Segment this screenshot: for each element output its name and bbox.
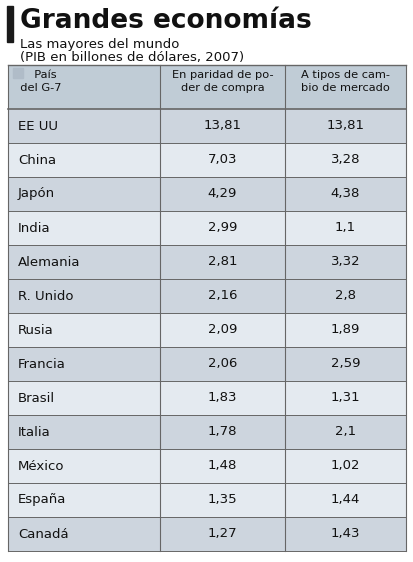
Bar xyxy=(8,65,405,109)
Text: 3,28: 3,28 xyxy=(330,153,359,166)
Text: 4,29: 4,29 xyxy=(207,188,237,201)
Text: 4,38: 4,38 xyxy=(330,188,359,201)
Text: 13,81: 13,81 xyxy=(203,120,241,133)
Text: 1,27: 1,27 xyxy=(207,528,237,541)
Text: 1,89: 1,89 xyxy=(330,324,359,337)
Text: 2,81: 2,81 xyxy=(207,256,237,269)
Bar xyxy=(8,381,405,415)
Text: 1,78: 1,78 xyxy=(207,425,237,438)
Bar xyxy=(13,68,23,78)
Text: Alemania: Alemania xyxy=(18,256,80,269)
Text: (PIB en billones de dólares, 2007): (PIB en billones de dólares, 2007) xyxy=(20,51,244,64)
Text: 1,43: 1,43 xyxy=(330,528,359,541)
Bar xyxy=(8,483,405,517)
Text: En paridad de po-: En paridad de po- xyxy=(171,70,273,80)
Text: India: India xyxy=(18,221,50,234)
Bar xyxy=(8,245,405,279)
Text: México: México xyxy=(18,460,64,473)
Text: 13,81: 13,81 xyxy=(326,120,363,133)
Bar xyxy=(7,6,13,42)
Text: Canadá: Canadá xyxy=(18,528,69,541)
Text: Rusia: Rusia xyxy=(18,324,54,337)
Text: R. Unido: R. Unido xyxy=(18,289,74,302)
Bar xyxy=(8,211,405,245)
Bar xyxy=(8,177,405,211)
Text: 1,83: 1,83 xyxy=(207,392,237,405)
Text: EE UU: EE UU xyxy=(18,120,58,133)
Bar xyxy=(8,347,405,381)
Bar xyxy=(8,313,405,347)
Bar xyxy=(8,279,405,313)
Text: 2,09: 2,09 xyxy=(207,324,237,337)
Bar xyxy=(8,415,405,449)
Text: China: China xyxy=(18,153,56,166)
Text: Grandes economías: Grandes economías xyxy=(20,8,311,34)
Text: 1,48: 1,48 xyxy=(207,460,237,473)
Text: Brasil: Brasil xyxy=(18,392,55,405)
Text: 2,59: 2,59 xyxy=(330,357,359,370)
Text: 2,1: 2,1 xyxy=(334,425,355,438)
Text: 1,31: 1,31 xyxy=(330,392,359,405)
Text: Francia: Francia xyxy=(18,357,66,370)
Text: 1,44: 1,44 xyxy=(330,493,359,506)
Text: bio de mercado: bio de mercado xyxy=(300,83,389,93)
Text: 1,35: 1,35 xyxy=(207,493,237,506)
Text: 1,1: 1,1 xyxy=(334,221,355,234)
Bar xyxy=(8,449,405,483)
Text: Italia: Italia xyxy=(18,425,51,438)
Text: del G-7: del G-7 xyxy=(13,83,62,93)
Text: 7,03: 7,03 xyxy=(207,153,237,166)
Text: der de compra: der de compra xyxy=(180,83,263,93)
Text: 2,8: 2,8 xyxy=(334,289,355,302)
Bar xyxy=(8,517,405,551)
Text: 2,06: 2,06 xyxy=(207,357,237,370)
Text: 2,16: 2,16 xyxy=(207,289,237,302)
Text: A tipos de cam-: A tipos de cam- xyxy=(300,70,389,80)
Text: 2,99: 2,99 xyxy=(207,221,237,234)
Text: 1,02: 1,02 xyxy=(330,460,359,473)
Text: Las mayores del mundo: Las mayores del mundo xyxy=(20,38,179,51)
Text: 3,32: 3,32 xyxy=(330,256,359,269)
Bar xyxy=(8,109,405,143)
Bar xyxy=(8,143,405,177)
Text: España: España xyxy=(18,493,66,506)
Text: País: País xyxy=(27,70,57,80)
Text: Japón: Japón xyxy=(18,188,55,201)
